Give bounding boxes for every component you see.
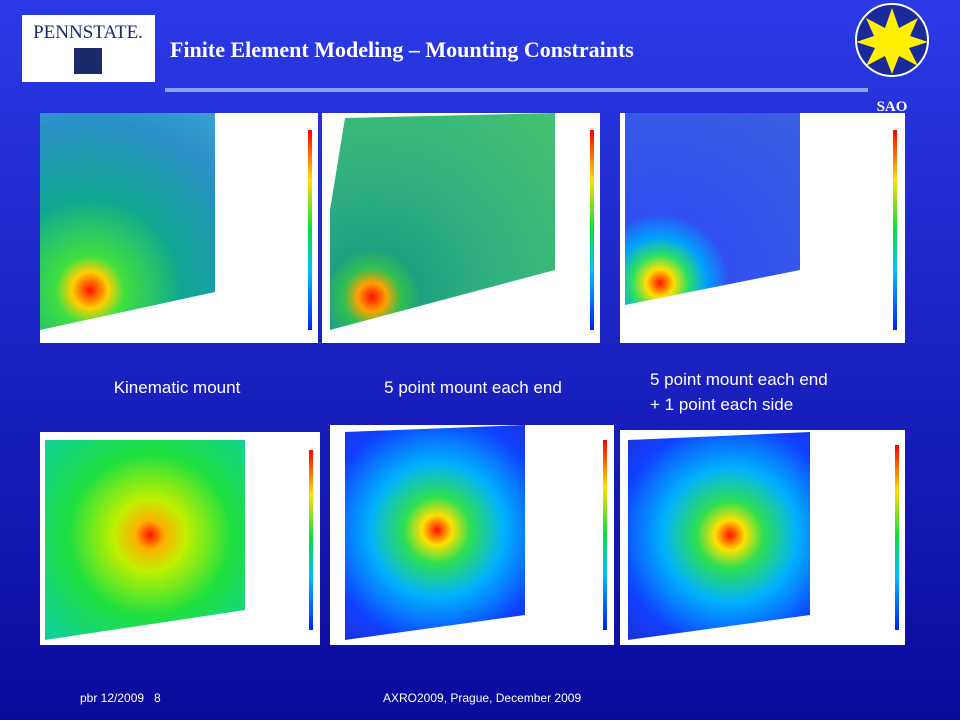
caption: + 1 point each side — [650, 395, 793, 414]
fea-image — [620, 113, 905, 343]
logo-text: SAO — [877, 99, 908, 115]
logo-left: PENNSTATE. — [22, 15, 155, 82]
fea-image — [40, 432, 320, 645]
slide-title: Finite Element Modeling – Mounting Const… — [170, 37, 634, 62]
footer-left: pbr 12/2009 8 — [80, 691, 161, 705]
caption: 5 point mount each end — [384, 378, 562, 397]
fea-image — [322, 113, 600, 343]
caption: Kinematic mount — [114, 378, 241, 397]
logo-right: SAO — [855, 3, 929, 115]
footer-center: AXRO2009, Prague, December 2009 — [383, 691, 581, 705]
fea-image — [620, 430, 905, 645]
logo-text: PENNSTATE. — [33, 22, 143, 43]
fea-image — [330, 425, 614, 645]
caption: 5 point mount each end — [650, 370, 828, 389]
title-rule — [165, 88, 868, 92]
fea-image — [40, 113, 318, 343]
